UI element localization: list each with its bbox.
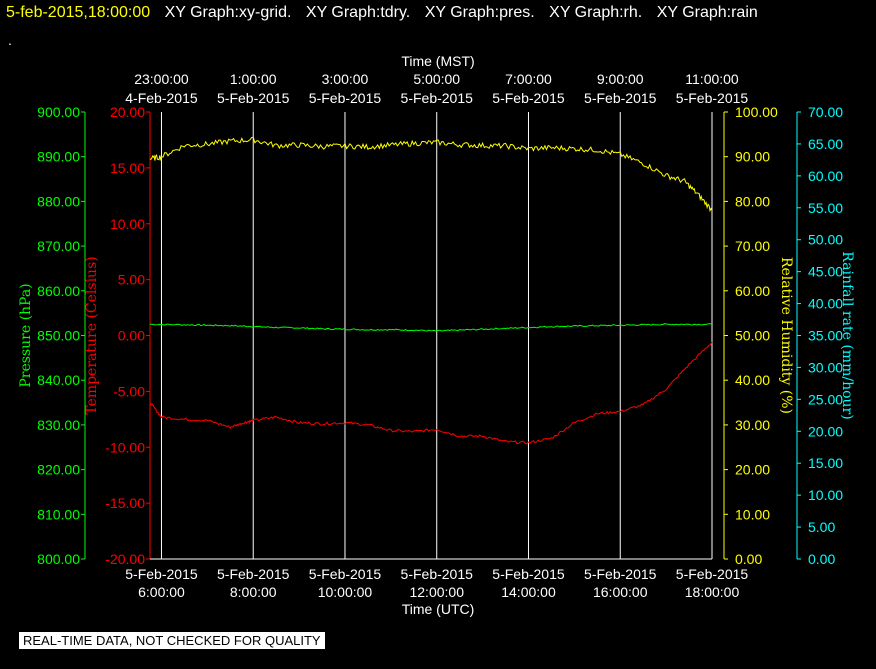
temperature-tick-label: -10.00: [105, 439, 145, 455]
pressure-tick-label: 850.00: [37, 328, 80, 344]
humidity-series-line: [149, 136, 713, 213]
top-tick-time: 9:00:00: [597, 71, 644, 87]
humidity-tick-label: 20.00: [735, 462, 770, 478]
temperature-tick-label: -20.00: [105, 551, 145, 567]
pressure-tick-label: 820.00: [37, 462, 80, 478]
bottom-tick-date: 5-Feb-2015: [676, 566, 749, 582]
rain-tick-label: 20.00: [808, 423, 843, 439]
top-tick-time: 11:00:00: [685, 71, 739, 87]
graph-title-pres: XY Graph:pres.: [424, 4, 535, 21]
pressure-tick-label: 840.00: [37, 372, 80, 388]
top-tick-time: 23:00:00: [134, 71, 189, 87]
bottom-axis-label: Time (UTC): [402, 601, 475, 617]
humidity-tick-label: 30.00: [735, 417, 770, 433]
pressure-tick-label: 830.00: [37, 417, 80, 433]
top-tick-time: 1:00:00: [230, 71, 277, 87]
rain-tick-label: 10.00: [808, 487, 843, 503]
rain-tick-label: 55.00: [808, 200, 843, 216]
bottom-tick-time: 14:00:00: [501, 584, 556, 600]
humidity-tick-label: 40.00: [735, 372, 770, 388]
quality-disclaimer: REAL-TIME DATA, NOT CHECKED FOR QUALITY: [19, 632, 325, 649]
rain-axis-label: Rainfall rate (mm/hour): [839, 251, 855, 419]
top-tick-date: 5-Feb-2015: [676, 90, 749, 106]
rain-tick-label: 45.00: [808, 264, 843, 280]
rain-tick-label: 70.00: [808, 104, 843, 120]
humidity-tick-label: 90.00: [735, 149, 770, 165]
temperature-series-line: [149, 341, 713, 445]
humidity-tick-label: 10.00: [735, 506, 770, 522]
bottom-tick-date: 5-Feb-2015: [309, 566, 382, 582]
rain-tick-label: 40.00: [808, 296, 843, 312]
temperature-tick-label: 5.00: [118, 272, 145, 288]
bottom-tick-date: 5-Feb-2015: [125, 566, 198, 582]
rain-tick-label: 50.00: [808, 232, 843, 248]
humidity-tick-label: 60.00: [735, 283, 770, 299]
humidity-tick-label: 80.00: [735, 193, 770, 209]
top-tick-date: 5-Feb-2015: [584, 90, 657, 106]
pressure-axis-label: Pressure (hPa): [18, 283, 34, 387]
bottom-tick-time: 18:00:00: [685, 584, 740, 600]
graph-title-tdry: XY Graph:tdry.: [305, 4, 411, 21]
bottom-tick-date: 5-Feb-2015: [217, 566, 290, 582]
bottom-tick-time: 8:00:00: [230, 584, 277, 600]
graph-title-rain: XY Graph:rain: [656, 4, 758, 21]
temperature-tick-label: 15.00: [110, 160, 145, 176]
top-tick-date: 4-Feb-2015: [125, 90, 198, 106]
top-tick-time: 3:00:00: [322, 71, 369, 87]
rain-tick-label: 60.00: [808, 168, 843, 184]
bottom-tick-time: 16:00:00: [593, 584, 648, 600]
temperature-tick-label: 10.00: [110, 216, 145, 232]
humidity-axis-label: Relative Humidity (%): [778, 257, 794, 414]
rain-tick-label: 0.00: [808, 551, 835, 567]
graph-title-rh: XY Graph:rh.: [549, 4, 643, 21]
top-tick-date: 5-Feb-2015: [401, 90, 474, 106]
temperature-tick-label: -15.00: [105, 495, 145, 511]
bottom-tick-date: 5-Feb-2015: [492, 566, 565, 582]
graph-title-xy-grid: XY Graph:xy-grid.: [164, 4, 292, 21]
top-axis-label: Time (MST): [401, 53, 474, 69]
pressure-series-line: [150, 323, 713, 332]
rain-tick-label: 30.00: [808, 359, 843, 375]
pressure-tick-label: 800.00: [37, 551, 80, 567]
top-tick-date: 5-Feb-2015: [217, 90, 290, 106]
pressure-tick-label: 890.00: [37, 149, 80, 165]
pressure-tick-label: 900.00: [37, 104, 80, 120]
rain-tick-label: 15.00: [808, 455, 843, 471]
temperature-tick-label: 20.00: [110, 104, 145, 120]
top-tick-time: 5:00:00: [413, 71, 460, 87]
pressure-tick-label: 810.00: [37, 506, 80, 522]
bottom-tick-time: 12:00:00: [409, 584, 464, 600]
temperature-tick-label: -5.00: [113, 383, 145, 399]
bottom-tick-time: 10:00:00: [318, 584, 373, 600]
rain-tick-label: 5.00: [808, 519, 835, 535]
bottom-tick-date: 5-Feb-2015: [584, 566, 657, 582]
top-tick-time: 7:00:00: [505, 71, 552, 87]
top-tick-date: 5-Feb-2015: [309, 90, 382, 106]
pressure-tick-label: 860.00: [37, 283, 80, 299]
temperature-axis-label: Temperature (Celsius): [84, 256, 100, 414]
humidity-tick-label: 70.00: [735, 238, 770, 254]
pressure-tick-label: 870.00: [37, 238, 80, 254]
pressure-tick-label: 880.00: [37, 193, 80, 209]
temperature-tick-label: 0.00: [118, 328, 145, 344]
humidity-tick-label: 0.00: [735, 551, 762, 567]
top-tick-date: 5-Feb-2015: [492, 90, 565, 106]
timestamp: 5-feb-2015,18:00:00: [6, 4, 151, 21]
bottom-tick-time: 6:00:00: [138, 584, 185, 600]
rain-tick-label: 25.00: [808, 391, 843, 407]
humidity-tick-label: 100.00: [735, 104, 778, 120]
header-dot: .: [8, 32, 12, 48]
humidity-tick-label: 50.00: [735, 328, 770, 344]
bottom-tick-date: 5-Feb-2015: [401, 566, 474, 582]
graph-header: 5-feb-2015,18:00:00 XY Graph:xy-grid. XY…: [6, 4, 758, 22]
rain-tick-label: 35.00: [808, 328, 843, 344]
rain-tick-label: 65.00: [808, 136, 843, 152]
